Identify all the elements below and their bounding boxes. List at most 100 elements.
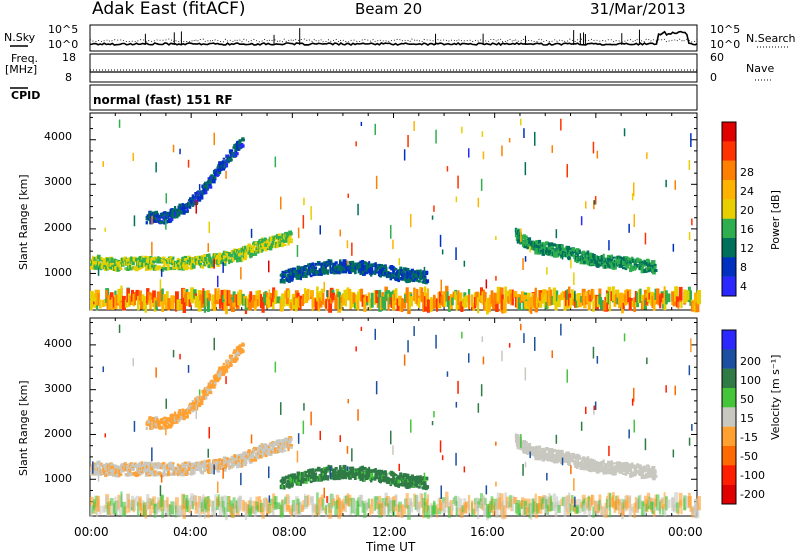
power-cell: [159, 279, 162, 291]
power-cell: [344, 289, 348, 299]
velocity-cell: [578, 455, 581, 460]
power-cell: [373, 290, 376, 305]
power-cell: [127, 293, 131, 307]
power-cell: [416, 279, 419, 282]
velocity-cell: [206, 503, 210, 518]
power-cell: [222, 261, 227, 266]
velocity-cell: [205, 395, 208, 400]
power-cell: [311, 262, 314, 267]
velocity-cell: [327, 470, 330, 473]
power-cell: [631, 258, 635, 263]
power-cell: [97, 268, 100, 276]
power-cell: [514, 233, 519, 238]
power-cell: [186, 260, 189, 265]
power-cell: [290, 302, 293, 311]
power-cell: [541, 242, 545, 245]
power-cell: [352, 293, 356, 304]
power-cell: [207, 261, 212, 266]
power-cell: [422, 301, 425, 313]
velocity-cell: [201, 470, 205, 475]
power-cell: [464, 295, 469, 303]
power-cell: [155, 300, 158, 310]
power-cell: [234, 252, 237, 257]
power-cell: [157, 217, 161, 221]
power-cell: [442, 291, 446, 298]
power-cell: [621, 257, 625, 262]
power-cell: [672, 243, 675, 252]
velocity-cell: [344, 476, 347, 480]
power-cell: [529, 242, 533, 247]
velocity-cell: [200, 398, 203, 403]
velocity-cell: [159, 426, 164, 429]
power-cell: [236, 258, 239, 263]
power-cell: [480, 178, 483, 191]
velocity-cell: [184, 471, 189, 476]
velocity-cell: [324, 470, 327, 475]
velocity-cell: [222, 501, 225, 513]
power-cell: [153, 215, 158, 218]
velocity-cell: [646, 471, 650, 475]
power-cell: [569, 248, 573, 252]
power-cell: [460, 301, 464, 312]
velocity-cell: [151, 462, 155, 468]
power-cell: [228, 156, 232, 159]
velocity-cell: [360, 475, 363, 480]
power-cell: [391, 272, 395, 278]
power-cell: [653, 264, 657, 269]
power-cell: [155, 162, 157, 173]
velocity-cell: [223, 366, 226, 371]
power-cell: [182, 260, 186, 266]
velocity-cell: [633, 467, 638, 472]
velocity-cell: [529, 448, 533, 453]
velocity-cell: [202, 494, 205, 510]
power-cell: [307, 288, 310, 301]
power-cell: [455, 247, 457, 260]
power-cell: [223, 289, 227, 300]
power-cell: [241, 137, 245, 142]
power-cell: [94, 258, 98, 264]
power-cell: [317, 273, 322, 276]
power-cell: [629, 260, 632, 264]
power-cell: [261, 247, 264, 252]
velocity-cell: [194, 501, 199, 514]
power-cell: [653, 263, 657, 266]
power-cell: [533, 243, 536, 248]
power-cell: [118, 263, 121, 268]
power-cell: [119, 267, 123, 270]
power-cell: [524, 244, 528, 247]
power-cell: [151, 264, 154, 268]
power-cell: [609, 299, 612, 312]
power-cell: [92, 255, 94, 268]
velocity-cell: [219, 504, 222, 515]
power-cell: [330, 270, 334, 274]
power-cell: [584, 296, 588, 305]
power-cell: [187, 256, 191, 259]
velocity-cell: [254, 447, 258, 451]
power-cell: [636, 263, 639, 268]
power-cell: [132, 152, 134, 161]
power-cell: [108, 295, 112, 309]
power-cell: [467, 294, 470, 310]
power-cell: [247, 243, 251, 248]
power-cell: [339, 259, 342, 263]
velocity-cell: [165, 472, 169, 477]
power-cell: [149, 211, 152, 215]
power-cell: [390, 297, 393, 308]
power-cell: [505, 290, 510, 302]
power-cell: [289, 234, 292, 238]
power-cell: [238, 257, 243, 263]
power-cell: [600, 255, 604, 260]
velocity-cell: [286, 479, 289, 485]
velocity-cell: [205, 387, 209, 390]
power-cell: [384, 271, 387, 276]
power-cell: [135, 289, 140, 301]
power-cell: [226, 154, 229, 157]
velocity-cell: [166, 465, 170, 470]
velocity-cell: [189, 404, 194, 408]
velocity-cell: [171, 467, 174, 472]
power-cell: [577, 293, 582, 301]
power-cell: [498, 291, 501, 304]
power-cell: [222, 262, 224, 273]
velocity-cell: [363, 471, 368, 475]
power-cell: [607, 254, 611, 258]
